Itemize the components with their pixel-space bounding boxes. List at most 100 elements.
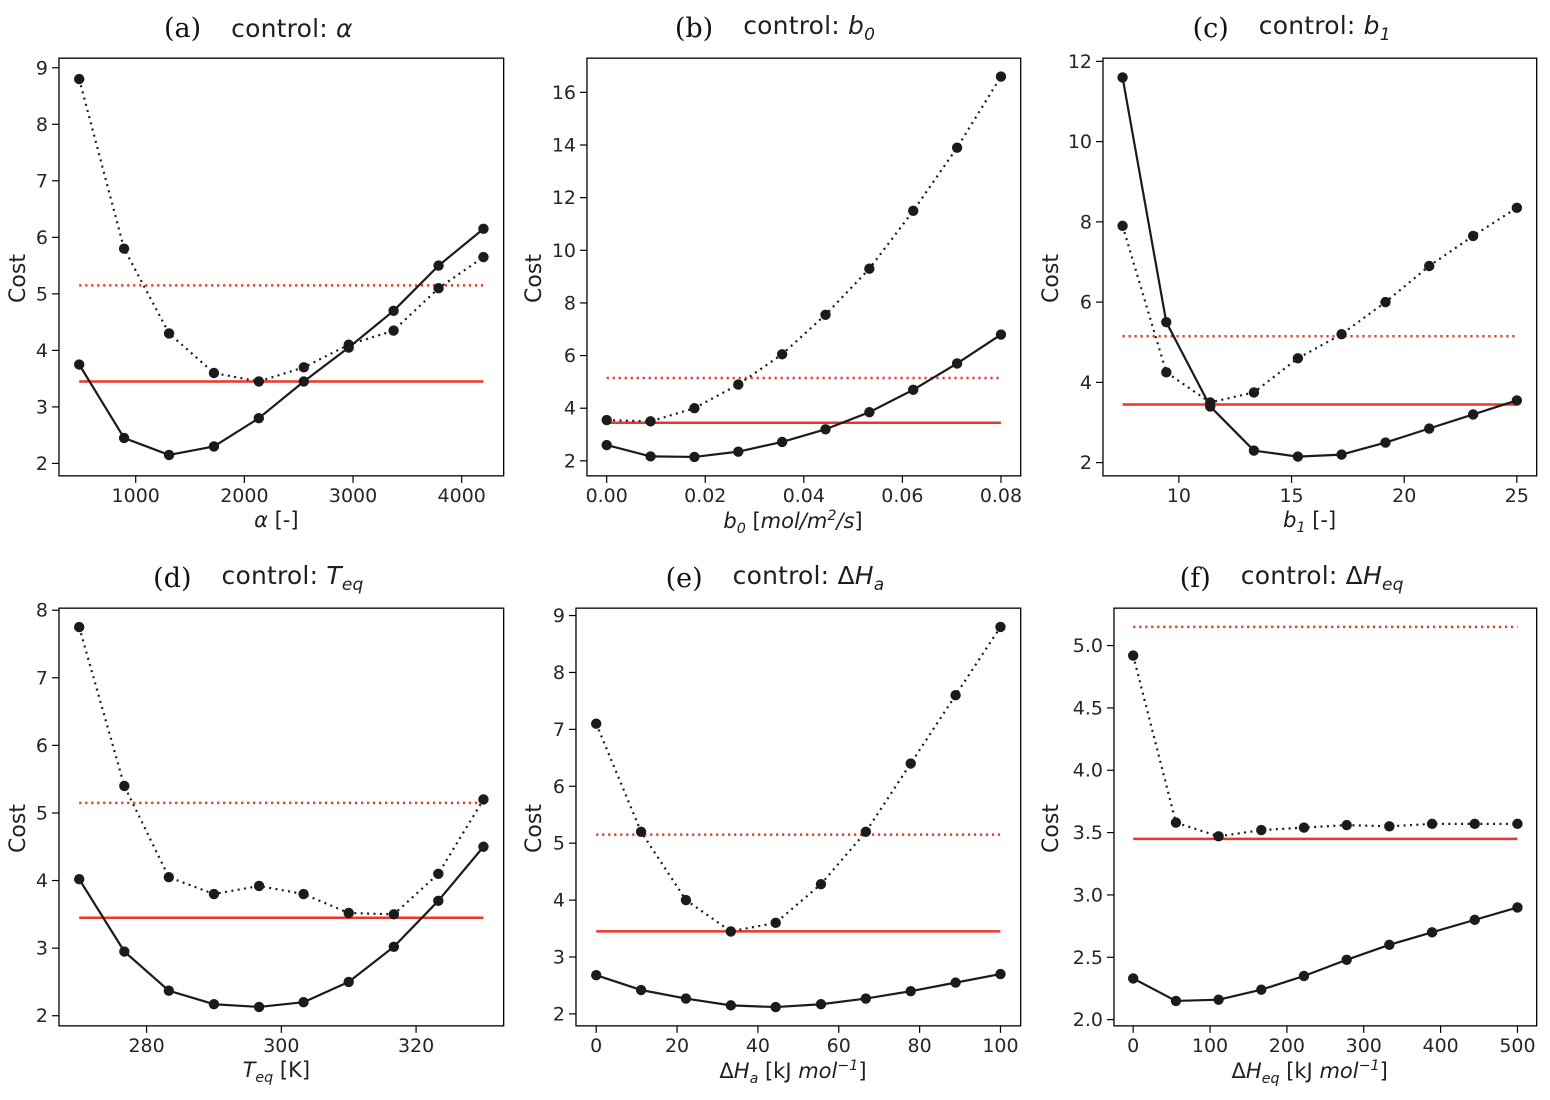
- data-point: [118, 243, 130, 254]
- y-tick-label: 2: [36, 1005, 48, 1027]
- data-point: [433, 895, 444, 907]
- panel-a: (a) control: α Cost 1000 2000 3000 4000 2 3 4 5 6 7 8…: [0, 0, 517, 550]
- label-segment: b: [848, 11, 865, 40]
- data-point: [478, 841, 489, 852]
- data-point: [1161, 367, 1172, 378]
- y-tick-label: 8: [1080, 211, 1092, 233]
- x-tick-label: 200: [1269, 1035, 1305, 1056]
- data-point: [951, 358, 962, 369]
- panel-title: control: Teq: [222, 561, 364, 595]
- x-tick-label: 100: [982, 1035, 1018, 1056]
- data-point: [1213, 994, 1225, 1005]
- data-point: [208, 441, 220, 452]
- data-point: [725, 1000, 736, 1011]
- plot-area-e: 0 20 40 60 80 100 2 3 4 5 6 7 8 9: [553, 600, 1034, 1056]
- x-tick-label: 280: [128, 1035, 164, 1056]
- data-point: [819, 424, 831, 435]
- y-tick-label: 6: [564, 345, 576, 367]
- data-point: [680, 993, 691, 1004]
- data-point: [1384, 821, 1395, 832]
- data-point: [1384, 939, 1395, 951]
- y-axis-label: Cost: [517, 600, 553, 1056]
- panel-index-label: (a): [163, 12, 202, 44]
- data-point: [388, 305, 399, 317]
- x-axis-label: b1 [-]: [1069, 506, 1550, 550]
- x-tick-label: 20: [1392, 485, 1416, 506]
- label-segment: Δ: [837, 561, 855, 590]
- data-point: [1117, 220, 1129, 232]
- data-point: [343, 339, 354, 350]
- y-axis-label: Cost: [517, 50, 553, 506]
- x-axis-label: ΔHeq [kJ mol−1]: [1069, 1056, 1550, 1100]
- y-tick-label: 6: [1080, 292, 1092, 314]
- y-tick-label: 7: [36, 170, 48, 192]
- y-tick-label: 2: [1080, 452, 1092, 474]
- label-segment: 0: [864, 25, 876, 45]
- data-point: [907, 205, 919, 217]
- label-segment: control:: [732, 561, 838, 590]
- data-point: [1249, 445, 1260, 456]
- label-segment: b: [1363, 11, 1380, 40]
- series-initial-model-dotted: [594, 626, 1002, 933]
- label-segment: [K]: [273, 1058, 311, 1082]
- data-point: [343, 907, 354, 919]
- x-tick-label: 15: [1280, 485, 1304, 506]
- data-point: [298, 362, 310, 373]
- data-point: [1171, 995, 1182, 1007]
- series-updated-model-solid: [606, 333, 1002, 459]
- label-segment: [-]: [1305, 508, 1337, 532]
- data-point: [950, 977, 961, 988]
- x-tick-label: 0.04: [782, 485, 824, 506]
- x-tick-label: 80: [907, 1035, 931, 1056]
- label-segment: control:: [1240, 561, 1346, 590]
- x-tick-label: 40: [745, 1035, 769, 1056]
- data-point: [732, 446, 744, 457]
- y-axis-label: Cost: [1033, 600, 1069, 1056]
- x-axis-label: ΔHa [kJ mol−1]: [553, 1056, 1034, 1100]
- label-segment: 1: [1379, 25, 1391, 45]
- label-segment: T: [326, 561, 342, 590]
- chart-svg-d: 280 300 320 2 3 4 5 6 7 8: [36, 600, 505, 1056]
- data-point: [74, 73, 85, 85]
- panel-title: control: b1: [1259, 11, 1391, 45]
- y-tick-label: 3: [36, 938, 48, 960]
- data-point: [860, 993, 871, 1004]
- axes-frame: [58, 57, 505, 477]
- panel-e: (e) control: ΔHa Cost 0 20 40 60 80 100 2 3 4 5 6 7 8 9 Δ…: [517, 550, 1034, 1100]
- y-tick-label: 2: [36, 453, 48, 475]
- data-point: [905, 758, 916, 769]
- data-point: [119, 780, 130, 792]
- y-tick-label: 2: [553, 1003, 565, 1025]
- data-point: [688, 451, 700, 463]
- y-tick-label: 8: [564, 292, 576, 314]
- label-segment: mol/m: [760, 509, 828, 533]
- label-segment: [kJ: [758, 1059, 799, 1083]
- data-point: [163, 985, 175, 996]
- y-tick-label: 4.5: [1073, 697, 1103, 719]
- data-point: [1469, 818, 1481, 830]
- data-point: [388, 909, 400, 920]
- y-tick-label: 9: [553, 605, 565, 627]
- data-point: [645, 416, 656, 427]
- y-axis-label-text: Cost: [5, 803, 31, 853]
- axes-frame: [1102, 57, 1538, 477]
- label-segment: H: [733, 1059, 750, 1083]
- data-point: [433, 260, 444, 271]
- chart-svg-f: 0 100 200 300 400 500 2.0 2.5 3.0 3.5 4.0 4.5 5.0: [1073, 607, 1538, 1056]
- y-tick-label: 12: [1069, 51, 1092, 73]
- y-tick-label: 3.0: [1073, 884, 1103, 906]
- axes-frame: [58, 607, 505, 1027]
- data-point: [860, 826, 871, 838]
- data-point: [1292, 451, 1304, 462]
- x-tick-label: 300: [263, 1035, 299, 1056]
- x-tick-label: 25: [1505, 485, 1529, 506]
- y-tick-label: 7: [553, 719, 565, 741]
- x-tick-label: 400: [1423, 1035, 1459, 1056]
- data-point: [74, 359, 85, 370]
- label-segment: b: [723, 509, 737, 533]
- y-tick-label: 3.5: [1073, 822, 1103, 844]
- y-tick-label: 3: [553, 947, 565, 969]
- plot-area-a: 1000 2000 3000 4000 2 3 4 5 6 7 8 9: [36, 50, 517, 506]
- y-tick-label: 5.0: [1073, 635, 1103, 657]
